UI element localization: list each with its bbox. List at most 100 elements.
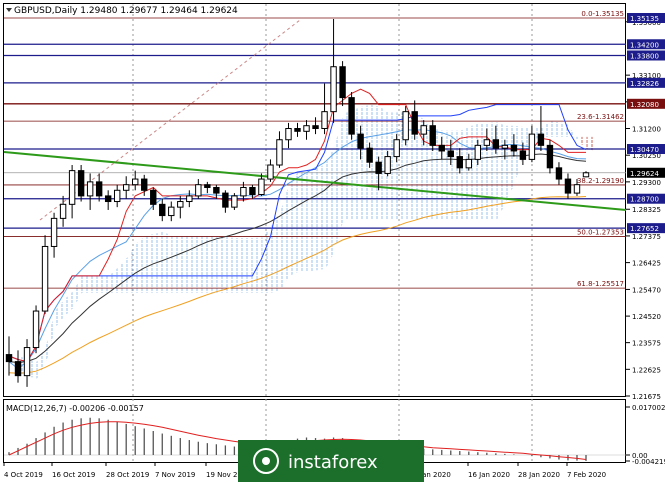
time-tick-label: 4 Oct 2019 [4,471,43,479]
candle [267,159,274,182]
cloud-segment [388,112,398,220]
candle-body [330,66,337,113]
candle-body [438,144,445,152]
candle-body [23,347,31,377]
candle [528,125,536,163]
price-tag [627,98,665,109]
candle [348,91,355,140]
green-trendline[interactable] [3,151,627,211]
price-tag [627,39,665,50]
candle [177,195,184,219]
kijun-line [8,104,587,363]
candle-body [222,192,229,208]
candle-body [339,66,346,99]
price-tag [627,77,665,88]
candle-body [285,128,292,141]
price-tick-label: 1.33100 [632,72,661,80]
cloud-segment [163,231,173,293]
cloud-segment [190,235,200,293]
candle [294,122,301,137]
cloud-segment [541,121,551,137]
cloud-segment [550,121,560,137]
candle-body [537,133,545,146]
cloud-segment [271,211,281,293]
candle-body [231,195,238,208]
cloud-segment [361,104,371,220]
candle [564,173,572,199]
price-tick-label: 1.21675 [632,393,661,401]
time-tick-label: 7 Feb 2020 [567,471,606,479]
black-ma-line [8,153,587,364]
plot-area-frame [3,3,626,397]
candle-body [519,150,527,160]
candle [483,128,491,151]
fibonacci-labels: 0.0-1.35135 23.6-1.31462 38.2-1.29190 50.0-… [577,10,624,288]
macd-tick-label: -0.004219 [632,458,665,466]
cloud-segment [370,104,380,220]
candle-body [447,150,454,158]
price-tag-label: 1.27652 [630,225,659,233]
candle-body [294,128,301,132]
candle-body [303,125,310,132]
candle [5,336,13,376]
price-tick-label: 1.26425 [632,260,661,268]
candle-body [456,156,463,169]
candle [546,139,554,174]
fib-label: 23.6-1.31462 [577,113,624,121]
cloud-segment [469,123,479,220]
candle-body [150,189,157,205]
candle-body [546,144,554,169]
time-tick-label: 16 Jan 2020 [468,471,510,479]
orange-ma-line [8,196,587,374]
candle [77,165,85,202]
price-tag-label: 1.32826 [630,80,659,88]
candle-body [195,184,202,197]
candle [384,150,391,177]
candle-body [348,97,355,135]
cloud-segment [82,275,92,293]
price-scale[interactable]: 1.350001.331001.321501.312001.302501.293… [626,19,661,401]
candle [447,139,454,166]
candle-body [177,201,184,208]
price-tick-label: 1.29300 [632,179,661,187]
price-tick-label: 1.25470 [632,286,661,294]
cloud-segment [172,235,182,293]
candle [141,174,148,196]
price-tag-label: 1.34200 [630,41,659,49]
candle [393,134,400,163]
time-tick-label: Jan 2020 [419,471,451,479]
price-tag-label: 1.28700 [630,196,659,204]
cloud-segment [145,233,155,293]
macd-tick-label: 0.00 [632,452,648,460]
candle [537,106,545,151]
vertical-gridlines [132,4,533,462]
candle-body [510,144,518,152]
candle [411,100,418,140]
candle-body [384,156,391,174]
candle-body [501,144,509,149]
candle [150,187,157,210]
cloud-segment [226,236,236,293]
watermark-logo-dot-icon [262,457,270,465]
candle [168,201,175,222]
time-tick-label: 16 Oct 2019 [52,471,95,479]
candle [41,235,49,314]
candle [492,125,500,154]
candle [510,134,518,157]
candle [122,176,130,199]
indicator-lines [8,88,587,374]
candle [420,120,427,146]
candle [402,106,409,146]
cloud-segment [289,171,299,276]
cloud-segment [244,238,254,293]
cloud-segment [343,110,353,220]
time-axis: 4 Oct 2019 16 Oct 2019 28 Oct 2019 7 Nov 20… [3,462,606,479]
price-tag [627,167,665,178]
candle [186,190,193,208]
candle [321,83,328,135]
cloud-segment [325,146,335,269]
cloud-segment [262,226,272,293]
time-tick-label: 7 Nov 2019 [155,471,195,479]
cloud-segment [127,243,137,293]
